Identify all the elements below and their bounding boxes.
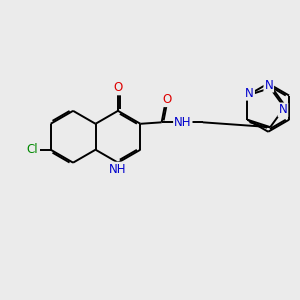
- Text: Cl: Cl: [26, 143, 38, 156]
- Text: NH: NH: [174, 116, 192, 129]
- Text: N: N: [245, 87, 254, 100]
- Text: N: N: [279, 103, 287, 116]
- Text: O: O: [162, 93, 171, 106]
- Text: O: O: [113, 81, 123, 94]
- Text: N: N: [264, 79, 273, 92]
- Text: NH: NH: [109, 163, 127, 176]
